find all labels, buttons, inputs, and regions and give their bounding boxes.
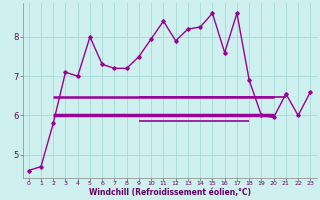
X-axis label: Windchill (Refroidissement éolien,°C): Windchill (Refroidissement éolien,°C) [89, 188, 251, 197]
